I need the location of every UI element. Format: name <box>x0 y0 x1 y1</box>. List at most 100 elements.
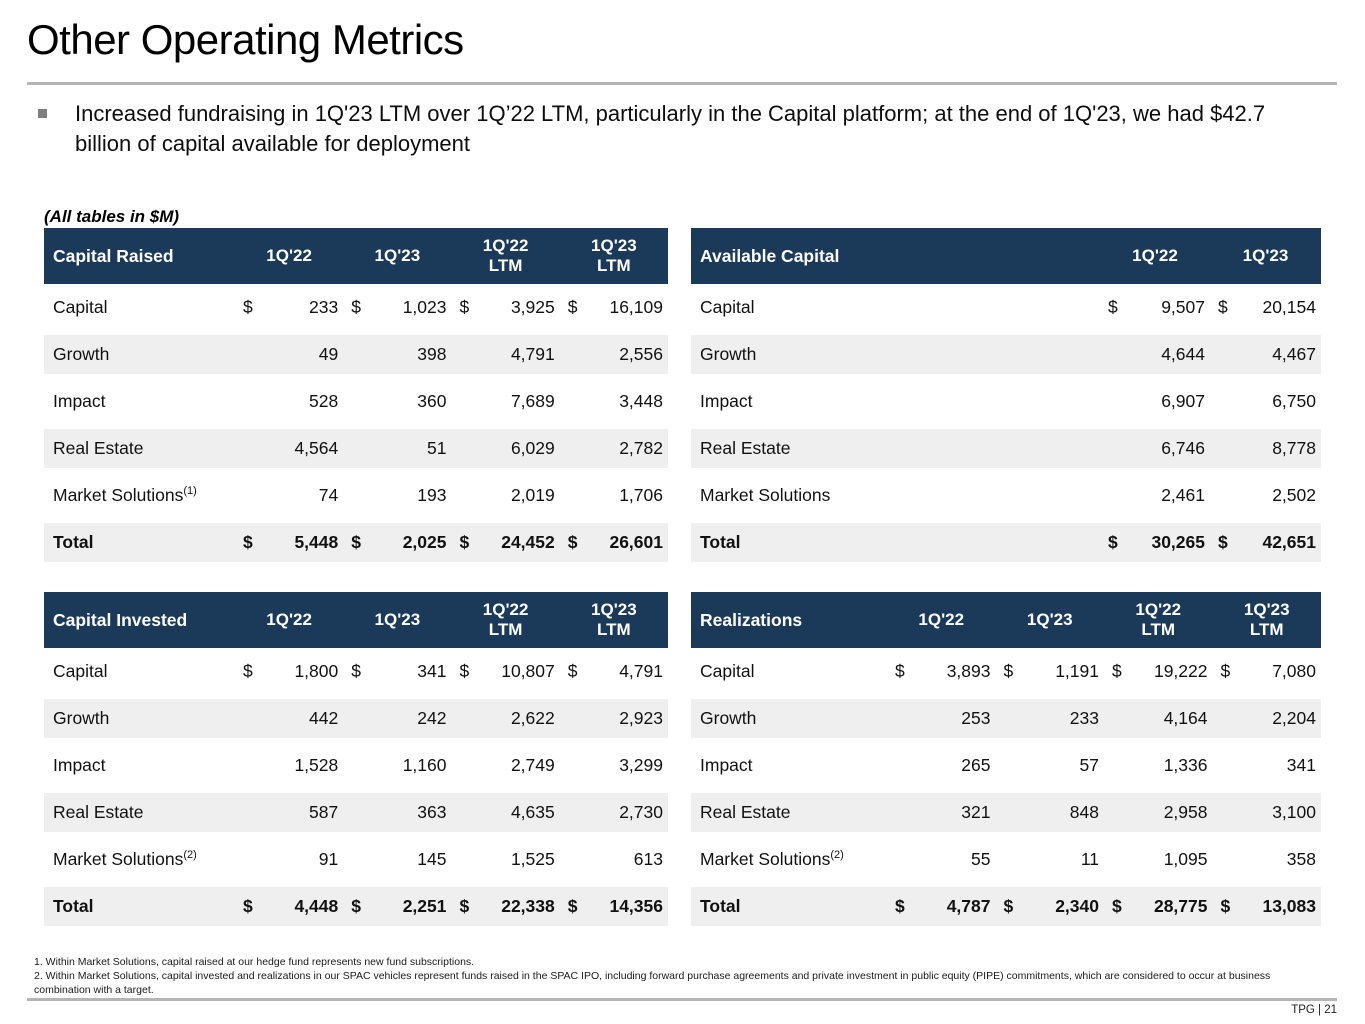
amount: 1,191 <box>1055 661 1099 681</box>
row-label: Market Solutions(2) <box>700 849 844 869</box>
amount: 4,791 <box>510 344 555 364</box>
amount: 20,154 <box>1262 297 1316 317</box>
amount: 4,787 <box>946 896 991 916</box>
table-header-row: Capital Raised 1Q'22 1Q'23 1Q'22 LTM 1Q'23 L… <box>44 228 668 284</box>
cell-value: $2,025 <box>343 532 451 553</box>
table-row: Real Estate 4,564 51 6,029 2,782 <box>44 425 668 472</box>
row-label: Real Estate <box>53 802 144 822</box>
column-header: 1Q'22 LTM <box>482 236 529 275</box>
dollar-sign: $ <box>1003 661 1014 681</box>
cell-value: 4,467 <box>1210 344 1321 365</box>
amount: 10,807 <box>501 661 555 681</box>
cell-value: 4,791 <box>452 344 560 365</box>
table-capital-invested: Capital Invested 1Q'22 1Q'23 1Q'22 LTM 1Q'23… <box>44 592 668 930</box>
amount: 91 <box>318 849 339 869</box>
column-header: 1Q'22 <box>918 610 965 630</box>
amount: 26,601 <box>609 532 663 552</box>
cell-value: 6,750 <box>1210 391 1321 412</box>
column-header: 1Q'23 LTM <box>1243 600 1290 639</box>
row-label: Growth <box>700 344 757 364</box>
cell-value: $5,448 <box>235 532 343 553</box>
dollar-sign: $ <box>567 661 578 681</box>
row-label: Total <box>53 896 94 916</box>
bullet-square-icon <box>38 109 47 118</box>
amount: 4,164 <box>1163 708 1208 728</box>
row-label: Growth <box>53 344 110 364</box>
amount: 321 <box>961 802 991 822</box>
cell-value: 49 <box>235 344 343 365</box>
dollar-sign: $ <box>567 532 578 552</box>
cell-value: 398 <box>343 344 451 365</box>
dollar-sign: $ <box>567 896 578 916</box>
amount: 4,564 <box>294 438 339 458</box>
cell-value: 358 <box>1213 849 1322 870</box>
amount: 848 <box>1069 802 1099 822</box>
amount: 2,019 <box>510 485 555 505</box>
row-label: Impact <box>53 755 106 775</box>
dollar-sign: $ <box>351 297 361 317</box>
cell-value: $3,925 <box>452 297 560 318</box>
cell-value: $22,338 <box>452 896 560 917</box>
cell-value: 253 <box>887 708 996 729</box>
amount: 2,749 <box>510 755 555 775</box>
table-row: Growth 49 398 4,791 2,556 <box>44 331 668 378</box>
cell-value: $30,265 <box>1100 532 1210 553</box>
amount: 233 <box>309 297 339 317</box>
amount: 193 <box>417 485 447 505</box>
cell-value: 55 <box>887 849 996 870</box>
row-label: Total <box>700 532 741 552</box>
amount: 7,689 <box>510 391 555 411</box>
footnote-2: 2. Within Market Solutions, capital inve… <box>34 969 1271 996</box>
amount: 6,907 <box>1161 391 1205 411</box>
table-title: Realizations <box>700 609 803 630</box>
cell-value: 7,689 <box>452 391 560 412</box>
amount: 42,651 <box>1262 532 1316 552</box>
dollar-sign: $ <box>351 896 361 916</box>
table-row: Real Estate 321 848 2,958 3,100 <box>691 789 1321 836</box>
row-label: Impact <box>700 755 753 775</box>
amount: 3,925 <box>510 297 555 317</box>
amount: 2,025 <box>402 532 447 552</box>
column-header: 1Q'23 LTM <box>591 600 637 639</box>
cell-value: 528 <box>235 391 343 412</box>
cell-value: $1,800 <box>235 661 343 682</box>
amount: 145 <box>417 849 447 869</box>
amount: 1,095 <box>1163 849 1208 869</box>
dollar-sign: $ <box>351 532 361 552</box>
cell-value: $341 <box>343 661 451 682</box>
row-label: Impact <box>700 391 753 411</box>
table-row: Capital $233 $1,023 $3,925 $16,109 <box>44 284 668 331</box>
cell-value: $20,154 <box>1210 297 1321 318</box>
amount: 341 <box>1286 755 1316 775</box>
cell-value: 2,782 <box>560 438 668 459</box>
cell-value: 3,448 <box>560 391 668 412</box>
cell-value: 4,644 <box>1100 344 1210 365</box>
row-label: Market Solutions <box>700 485 831 505</box>
column-header: 1Q'22 LTM <box>1135 600 1182 639</box>
dollar-sign: $ <box>895 896 905 916</box>
amount: 1,160 <box>402 755 447 775</box>
cell-value: 2,958 <box>1104 802 1213 823</box>
cell-value: 1,525 <box>452 849 560 870</box>
amount: 1,706 <box>619 485 663 505</box>
amount: 19,222 <box>1153 661 1208 681</box>
dollar-sign: $ <box>1108 297 1118 317</box>
bullet-text: Increased fundraising in 1Q'23 LTM over … <box>75 101 1266 156</box>
amount: 3,448 <box>619 391 663 411</box>
column-header: 1Q'22 <box>266 246 312 266</box>
table-row: Capital $1,800 $341 $10,807 $4,791 <box>44 648 668 695</box>
amount: 1,525 <box>510 849 555 869</box>
amount: 2,461 <box>1161 485 1205 505</box>
amount: 8,778 <box>1272 438 1316 458</box>
amount: 2,622 <box>510 708 555 728</box>
dollar-sign: $ <box>243 661 253 681</box>
footnotes: 1. Within Market Solutions, capital rais… <box>34 956 1326 998</box>
amount: 22,338 <box>501 896 555 916</box>
cell-value: $42,651 <box>1210 532 1321 553</box>
amount: 7,080 <box>1272 661 1316 681</box>
cell-value: $2,340 <box>996 896 1105 917</box>
row-label: Growth <box>700 708 757 728</box>
page-title: Other Operating Metrics <box>27 16 464 63</box>
cell-value: 1,160 <box>343 755 451 776</box>
amount: 74 <box>318 485 339 505</box>
